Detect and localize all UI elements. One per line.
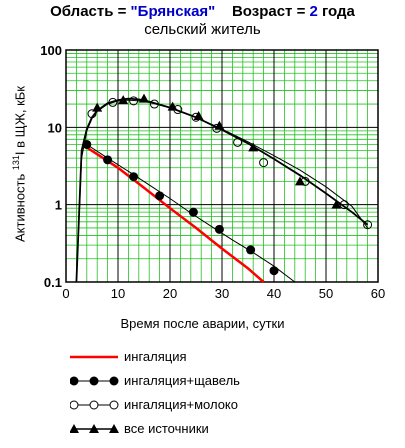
data-point-all-sources [295,176,305,186]
data-point-sorrel [103,155,113,165]
legend-swatch-milk [70,400,119,410]
legend-item-sorrel: ингаляция+щавель [70,371,390,395]
legend-label-inhalation: ингаляция [124,349,187,364]
data-point-all-sources [248,142,259,152]
y-tick-label: 0.1 [44,275,62,290]
chart-title: Область = "Брянская" Возраст = 2 года [0,3,405,20]
series-line-inhalation [86,146,265,283]
data-point-sorrel [155,191,165,201]
x-tick-label: 40 [267,286,281,301]
data-point-all-sources [167,101,178,111]
x-tick-label: 30 [215,286,229,301]
plot-frame [65,49,379,283]
legend-label-all-sources: все источники [124,421,209,436]
legend-swatch-all-sources [70,424,119,433]
data-point-sorrel [129,172,139,182]
legend-label-sorrel: ингаляция+щавель [124,373,240,388]
y-tick-label: 100 [40,43,62,58]
data-point-sorrel [188,207,198,217]
data-point-sorrel [214,224,224,234]
data-point-milk [129,96,139,106]
legend-swatch-sorrel [70,376,119,386]
chart-plot: 0 10 20 30 40 50 60 0.1 1 10 100 [40,43,385,301]
region-value: "Брянская" [130,3,216,20]
data-point-milk [259,158,269,168]
legend-item-inhalation: ингаляция [70,347,390,371]
data-point-sorrel [269,266,279,276]
x-tick-label: 60 [371,286,385,301]
x-axis-label: Время после аварии, сутки [120,316,285,331]
data-point-all-sources [92,102,103,112]
data-point-all-sources [193,111,204,121]
region-label: Область = [50,3,131,20]
x-tick-label: 0 [62,286,69,301]
y-axis-label: Активность 131I в ЩЖ, кБк [11,86,28,242]
legend-item-milk: ингаляция+молоко [70,395,390,419]
legend-item-all-sources: все источники [70,419,390,443]
age-label: Возраст = [231,3,310,20]
age-unit: года [317,3,355,20]
data-point-all-sources [139,93,149,103]
data-point-all-sources [331,199,342,209]
legend: ингаляция ингаляция+щавель ингаляция+мол… [70,347,390,443]
x-tick-label: 10 [111,286,125,301]
age-value: 2 [309,3,318,20]
legend-swatch-inhalation [70,355,118,359]
y-tick-label: 10 [48,120,62,135]
y-tick-label: 1 [55,198,62,213]
chart-subtitle: сельский житель [144,21,261,38]
series-line-all-sources [75,97,369,283]
legend-label-milk: ингаляция+молоко [124,397,238,412]
data-point-all-sources [214,120,225,130]
data-point-milk [363,220,373,230]
x-tick-label: 50 [319,286,333,301]
x-tick-label: 20 [163,286,177,301]
data-point-all-sources [118,95,129,105]
data-point-sorrel [246,245,256,255]
